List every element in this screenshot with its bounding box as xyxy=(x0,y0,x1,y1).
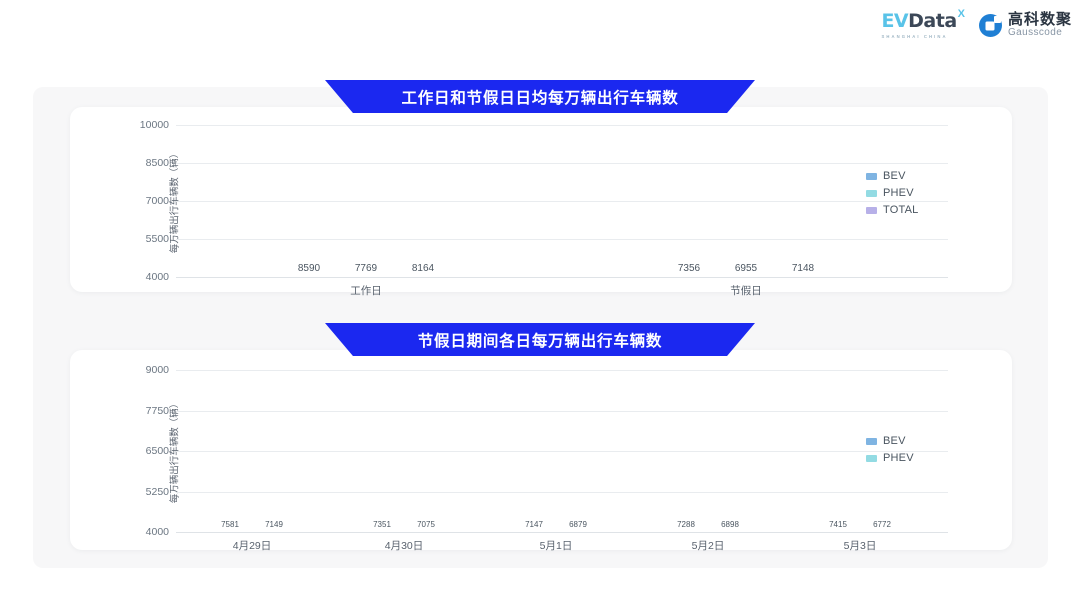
legend-label: TOTAL xyxy=(883,204,919,216)
chart-1-title: 工作日和节假日日均每万辆出行车辆数 xyxy=(401,89,679,107)
legend-swatch-icon xyxy=(866,454,877,462)
y-tick-label: 5250 xyxy=(145,485,169,498)
x-tick-label: 5月2日 xyxy=(691,540,725,552)
bar-group: 7351 7075 xyxy=(328,370,480,532)
legend-item-total[interactable]: TOTAL xyxy=(866,204,918,216)
y-tick-label: 8500 xyxy=(145,157,169,169)
legend-swatch-icon xyxy=(866,206,877,214)
bar-value-label: 7288 xyxy=(677,520,695,529)
bar-value-label: 6955 xyxy=(734,263,758,274)
bar-value-label: 6879 xyxy=(569,520,587,529)
legend-swatch-icon xyxy=(866,172,877,180)
legend-item-phev[interactable]: PHEV xyxy=(866,452,914,464)
legend-swatch-icon xyxy=(866,437,877,445)
evdata-subtitle: SHANGHAI CHINA xyxy=(881,34,948,39)
x-tick-label: 4月29日 xyxy=(232,540,272,552)
bar-group: 7147 6879 xyxy=(480,370,632,532)
bar-value-label: 8590 xyxy=(297,263,321,274)
bar-group: 7415 6772 xyxy=(784,370,936,532)
gausscode-cn-text: 高科数聚 xyxy=(1007,11,1072,29)
gridline xyxy=(176,451,948,452)
chart-1-bar-groups: 8590 7769 8164 7356 xyxy=(176,125,936,277)
bar-value-label: 7415 xyxy=(829,520,847,529)
gausscode-logo: 高科数聚 Gausscode xyxy=(978,12,1072,38)
bar-value-label: 7148 xyxy=(791,263,815,274)
y-tick-label: 9000 xyxy=(145,364,169,376)
y-tick-label: 7750 xyxy=(145,404,169,417)
gausscode-en-text: Gausscode xyxy=(1007,27,1063,39)
gausscode-mark-icon xyxy=(978,14,1002,37)
bar-value-label: 7769 xyxy=(354,263,378,274)
y-tick-label: 5500 xyxy=(145,233,169,245)
gridline xyxy=(176,491,948,493)
chart-2-title: 节假日期间各日每万辆出行车辆数 xyxy=(417,332,663,350)
legend-item-bev[interactable]: BEV xyxy=(866,170,918,182)
bar-value-label: 7147 xyxy=(525,520,543,529)
bar-group: 7288 6898 xyxy=(632,370,784,532)
bar-value-label: 6898 xyxy=(721,520,739,529)
chart-card-2 xyxy=(70,350,1012,550)
legend-label: BEV xyxy=(883,435,906,447)
gridline xyxy=(176,410,948,412)
y-tick-label: 7000 xyxy=(145,195,169,207)
chart-2-plot: 每万辆出行车辆数（辆） 9000 7750 6500 5250 4000 758… xyxy=(118,364,948,552)
chart-2-x-labels: 4月29日 4月30日 5月1日 5月2日 5月3日 xyxy=(176,538,936,553)
chart-2-axis: 9000 7750 6500 5250 4000 xyxy=(146,364,948,538)
bar-group: 7356 6955 7148 xyxy=(556,125,936,277)
x-tick-label: 节假日 xyxy=(730,285,762,297)
x-tick-label: 5月1日 xyxy=(539,540,573,552)
bar-value-label: 7075 xyxy=(417,520,435,529)
y-tick-label: 6500 xyxy=(145,445,169,457)
chart-2-title-banner: 节假日期间各日每万辆出行车辆数 xyxy=(325,323,755,356)
gridline-baseline xyxy=(176,532,948,533)
evdata-wordmark: EVData X xyxy=(881,8,965,32)
bar-value-label: 8164 xyxy=(411,263,435,274)
bar-value-label: 6772 xyxy=(873,520,891,529)
chart-2-legend: BEV PHEV xyxy=(866,435,914,464)
evdata-ev-text: EV xyxy=(881,10,909,32)
legend-label: PHEV xyxy=(883,452,914,464)
chart-1-legend: BEV PHEV TOTAL xyxy=(866,170,918,216)
evdata-logo: EVData X SHANGHAI CHINA xyxy=(881,8,965,40)
legend-swatch-icon xyxy=(866,189,877,197)
gausscode-wordmark: 高科数聚 Gausscode xyxy=(1008,12,1072,38)
x-tick-label: 5月3日 xyxy=(843,540,877,552)
chart-1-x-labels: 工作日 节假日 xyxy=(176,283,936,298)
gridline xyxy=(176,370,948,371)
gridline xyxy=(176,125,948,126)
legend-label: PHEV xyxy=(883,187,914,199)
x-tick-label: 工作日 xyxy=(350,285,382,297)
y-tick-label: 4000 xyxy=(145,271,169,283)
bar-value-label: 7581 xyxy=(221,520,239,529)
gridline xyxy=(176,201,948,202)
chart-card-1 xyxy=(70,107,1012,292)
evdata-word: EVData xyxy=(881,10,957,32)
legend-item-phev[interactable]: PHEV xyxy=(866,187,918,199)
logo-bar: EVData X SHANGHAI CHINA 高科数聚 Gausscode xyxy=(881,8,1072,40)
chart-1-plot: 每万辆出行车辆数（辆） 10000 8500 7000 5500 4000 85… xyxy=(118,119,948,297)
bar-value-label: 7149 xyxy=(265,520,283,529)
gridline xyxy=(176,239,948,240)
bar-group: 7581 7149 xyxy=(176,370,328,532)
y-tick-label: 4000 xyxy=(145,526,169,538)
legend-item-bev[interactable]: BEV xyxy=(866,435,914,447)
chart-1-axis: 10000 8500 7000 5500 4000 xyxy=(140,119,948,283)
evdata-data-text: Data xyxy=(908,10,957,32)
bar-group: 8590 7769 8164 xyxy=(176,125,556,277)
bar-value-label: 7351 xyxy=(373,520,391,529)
legend-label: BEV xyxy=(883,170,906,182)
bar-value-label: 7356 xyxy=(677,263,701,274)
gridline xyxy=(176,163,948,164)
gridline-baseline xyxy=(176,277,948,278)
chart-1-title-banner: 工作日和节假日日均每万辆出行车辆数 xyxy=(325,80,755,113)
y-tick-label: 10000 xyxy=(139,119,169,131)
chart-2-bar-groups: 7581 7149 7351 7075 xyxy=(176,370,936,532)
evdata-x-icon: X xyxy=(957,8,965,20)
x-tick-label: 4月30日 xyxy=(384,540,424,552)
